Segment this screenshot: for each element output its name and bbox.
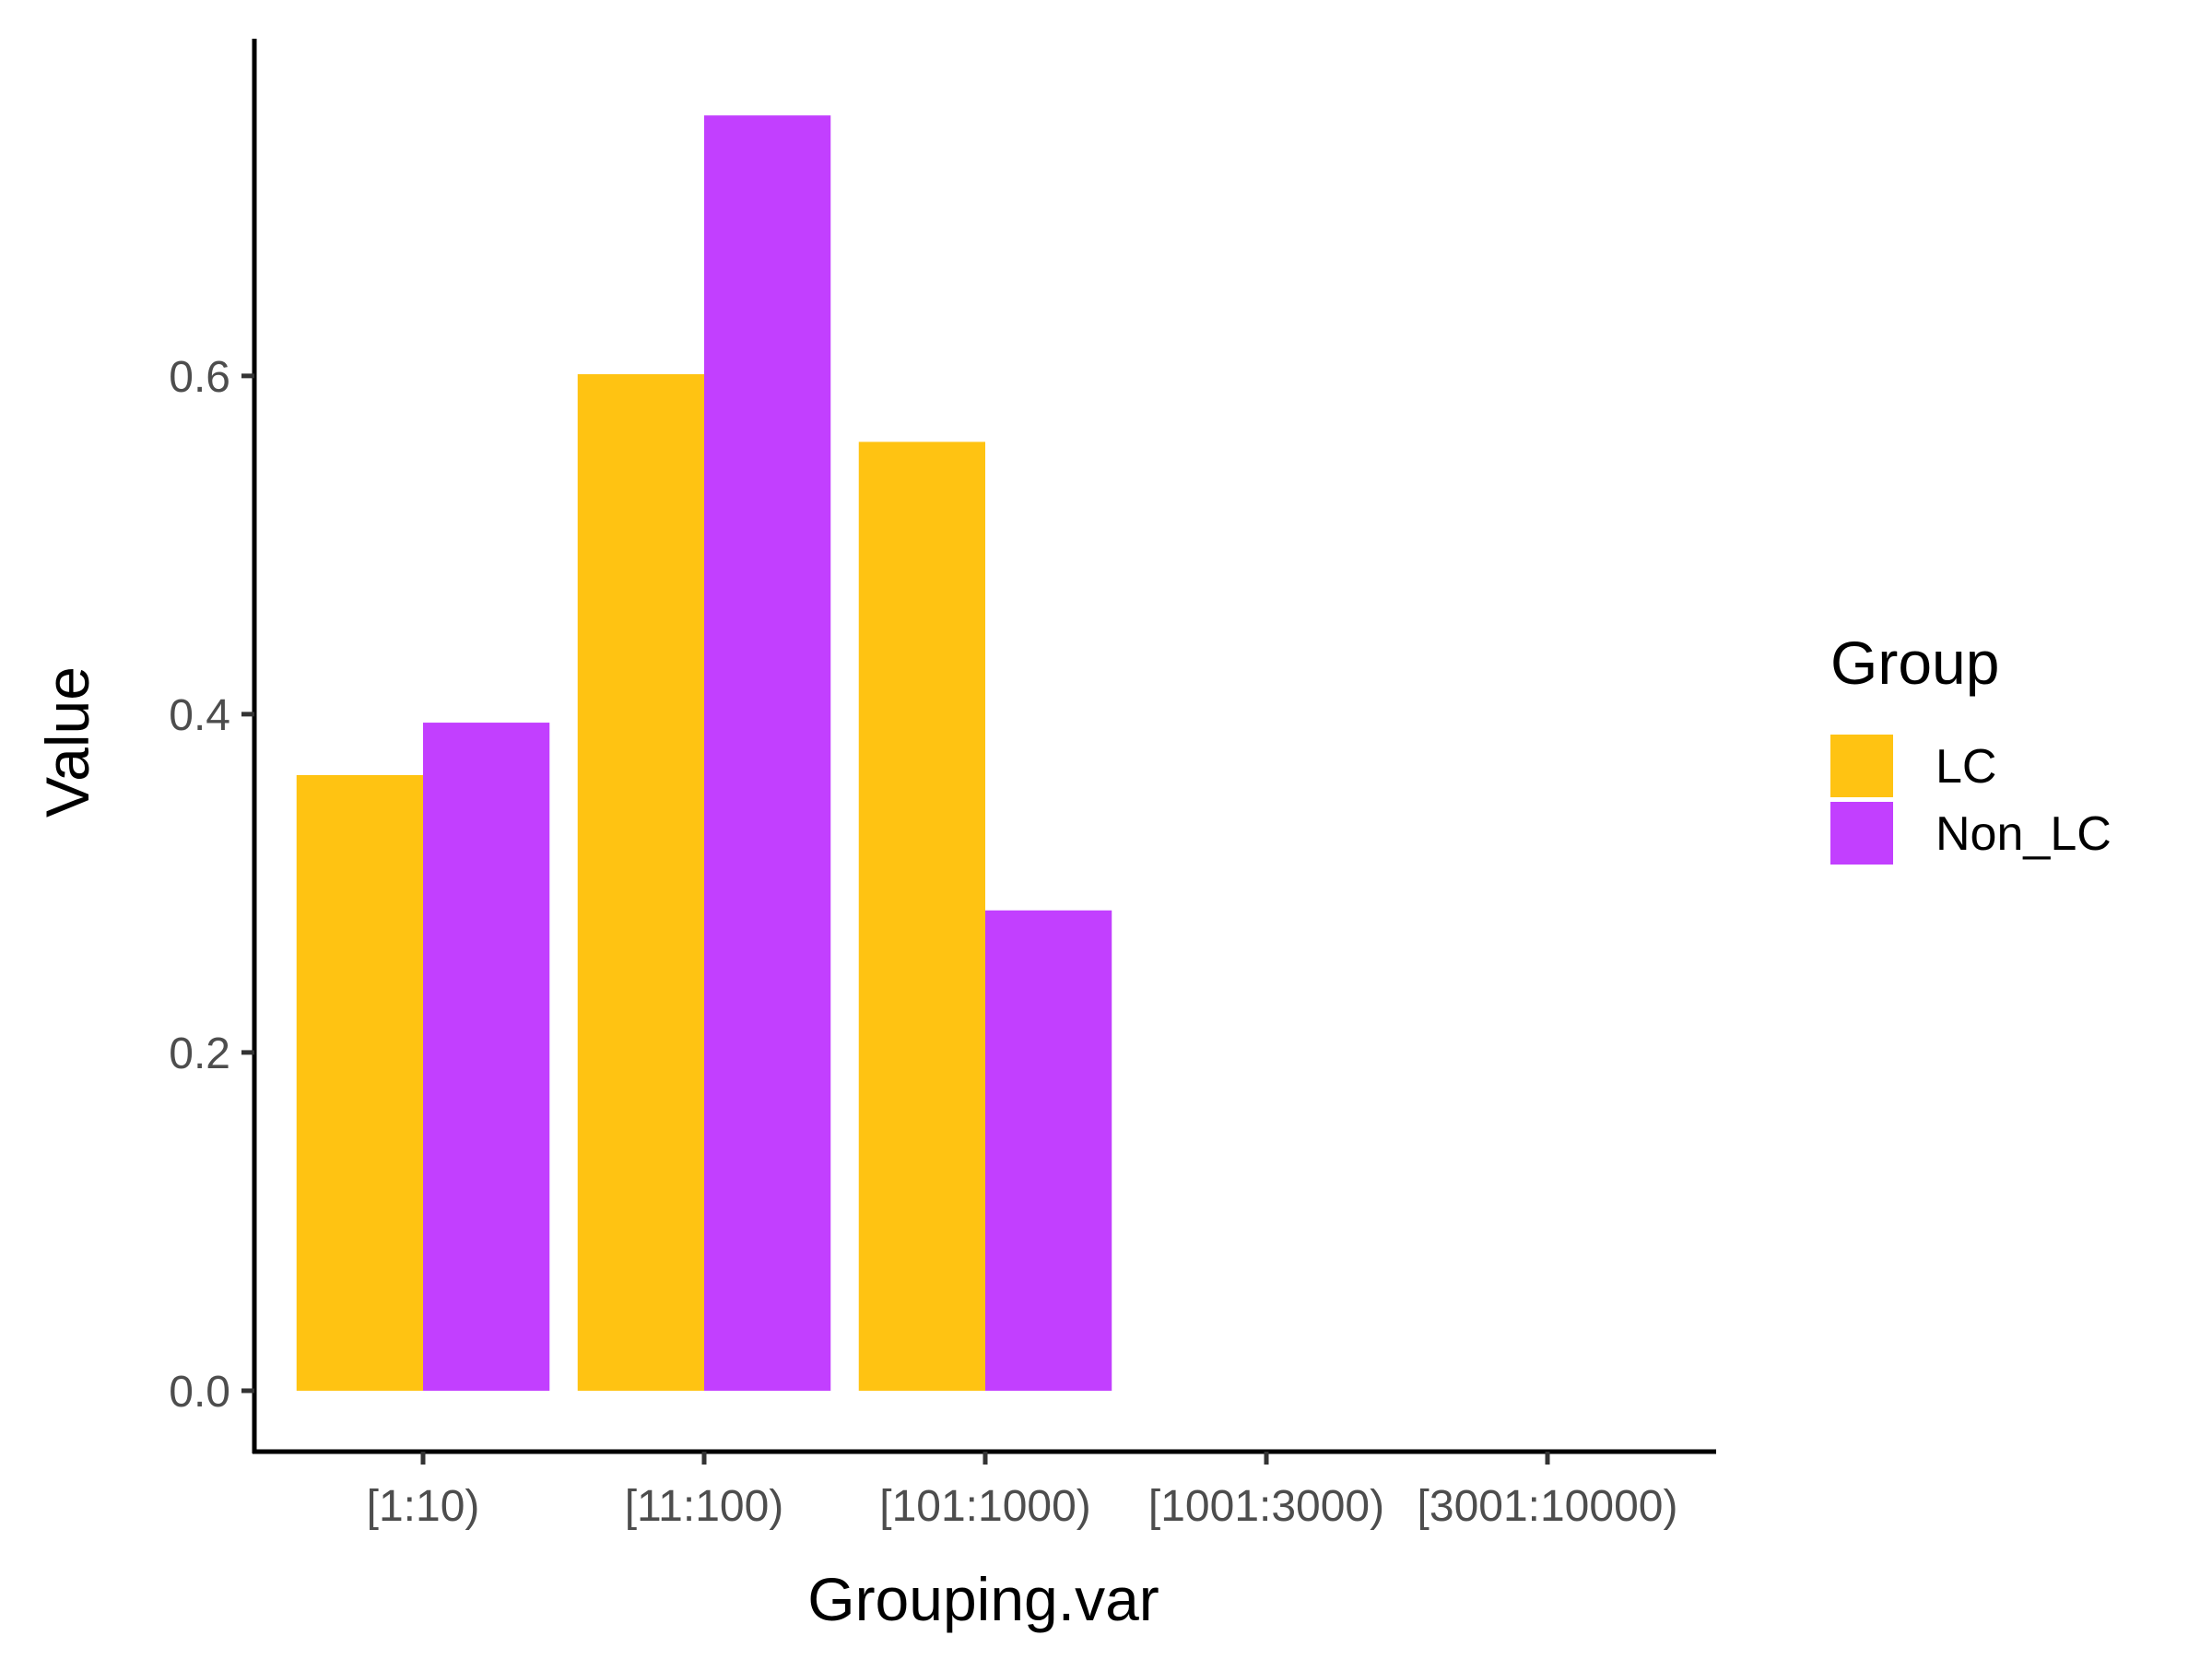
bars-layer [296, 115, 1112, 1391]
legend-label-non-lc: Non_LC [1936, 807, 2112, 861]
legend-swatch-lc [1830, 735, 1893, 797]
bar-lc-2 [858, 441, 985, 1391]
x-tick-label: [11:100) [625, 1482, 784, 1531]
y-axis-ticks: 0.0 0.2 0.4 0.6 [169, 353, 254, 1417]
y-tick-label: 0.6 [169, 353, 230, 402]
legend: Group LC Non_LC [1830, 629, 2112, 865]
bar-non-lc-0 [423, 723, 550, 1391]
legend-title: Group [1830, 629, 1999, 697]
y-tick-label: 0.2 [169, 1030, 230, 1078]
x-axis-title: Grouping.var [807, 1565, 1159, 1633]
legend-items: LC Non_LC [1830, 735, 2112, 865]
bar-non-lc-2 [985, 910, 1112, 1391]
x-tick-label: [1001:3000) [1148, 1482, 1384, 1531]
y-tick-label: 0.0 [169, 1368, 230, 1417]
x-tick-label: [101:1000) [879, 1482, 1091, 1531]
y-axis-title: Value [33, 666, 101, 818]
x-tick-label: [1:10) [367, 1482, 480, 1531]
bar-lc-0 [296, 774, 423, 1391]
y-tick-label: 0.4 [169, 691, 230, 740]
legend-swatch-non-lc [1830, 802, 1893, 865]
bar-non-lc-1 [704, 115, 831, 1391]
bar-lc-1 [577, 374, 704, 1391]
x-axis-ticks: [1:10) [11:100) [101:1000) [1001:3000) [3001… [367, 1452, 1678, 1531]
x-tick-label: [3001:10000) [1418, 1482, 1678, 1531]
legend-label-lc: LC [1936, 740, 1996, 794]
